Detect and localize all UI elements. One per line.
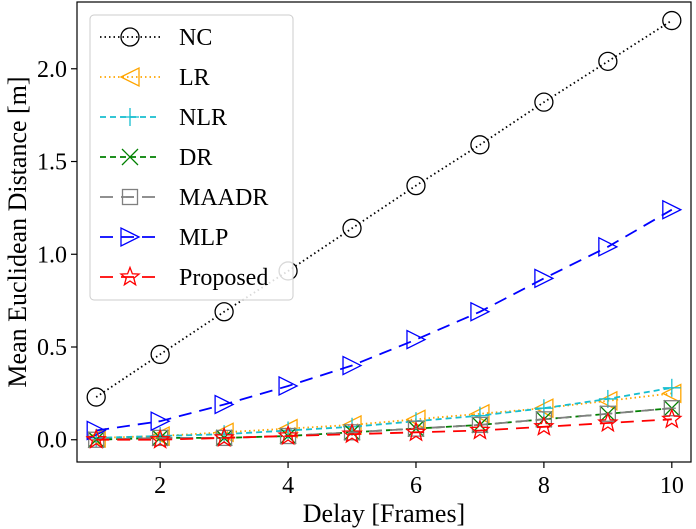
data-point [661,407,683,429]
data-point [278,375,299,397]
legend-label: MAADR [179,185,268,211]
x-tick-label: 8 [538,473,550,499]
x-tick-label: 6 [410,473,422,499]
data-point [598,51,618,72]
series-line [96,418,672,441]
data-point [150,411,171,432]
legend-marker [121,148,139,166]
y-tick-label: 0.0 [37,428,67,454]
legend-marker [121,188,139,206]
legend-marker [120,226,141,248]
legend-label: NC [179,25,212,51]
x-tick-label: 2 [154,473,166,499]
y-tick-label: 0.5 [37,335,67,361]
legend: NC LR NLR DR MAADR MLP Proposed [89,14,294,301]
data-point [214,394,235,415]
legend-marker [120,27,140,47]
legend-entry: DR [100,145,212,171]
data-point [406,175,426,196]
legend-label: MLP [179,225,228,251]
data-point [534,399,553,418]
x-tick-label: 4 [282,473,294,499]
plot-frame [76,1,692,463]
legend-label: DR [179,145,212,171]
data-point [213,426,235,448]
data-point [662,10,682,31]
legend-entry: MLP [100,225,228,251]
data-point [85,428,107,449]
data-point [214,302,234,322]
y-tick-label: 2.0 [37,57,67,83]
data-point [534,268,555,289]
series-line [96,392,672,439]
series-mlp [86,199,683,441]
legend-entry: LR [100,65,210,91]
data-point [86,420,107,441]
data-point [86,387,106,407]
data-point [405,420,427,442]
legend-marker [121,108,139,126]
data-point [598,389,617,408]
legend-entry: MAADR [100,185,268,211]
legend-entry: NLR [100,105,227,131]
legend-entry: NC [100,25,212,51]
legend-label: Proposed [179,265,268,291]
y-axis-label: Mean Euclidean Distance [m] [3,76,32,387]
data-point [149,428,171,449]
plot-area [85,10,683,449]
data-point [406,329,427,350]
series-line [96,386,672,439]
legend-box [89,14,294,301]
data-point [598,236,619,257]
data-point [471,416,489,434]
y-tick-label: 1.0 [37,242,67,268]
legend-marker [119,265,141,287]
data-point [597,411,619,433]
data-point [277,424,299,446]
data-point [470,135,490,155]
legend-marker [119,66,140,88]
series-line [96,208,673,432]
data-point [534,92,554,112]
data-point [342,355,363,376]
x-tick-label: 10 [660,473,684,499]
data-point [662,378,681,397]
y-tick-label: 1.5 [37,150,67,176]
series-nlr [87,378,681,447]
data-point [342,218,362,238]
data-point [150,344,170,365]
series-proposed [85,407,683,449]
x-axis-label: Delay [Frames] [303,499,465,528]
legend-entry: Proposed [100,265,268,291]
legend-label: LR [179,65,210,91]
data-point [470,301,491,322]
data-point [469,419,491,440]
axis-ticks: 2 4 6 8 10 0.0 0.5 1.0 1.5 2.0 [37,57,684,499]
data-point [341,422,363,444]
data-point [533,415,555,436]
legend-label: NLR [179,105,227,131]
data-point [662,199,683,220]
